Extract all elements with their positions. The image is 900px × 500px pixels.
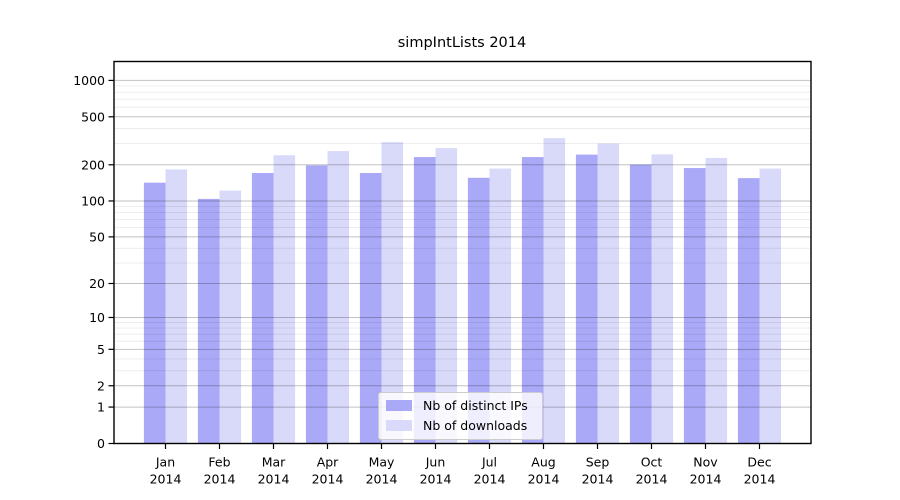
- bar-downloads-Jun: [435, 148, 458, 444]
- x-tick-label-year: 2014: [636, 472, 668, 487]
- bar-distinct-ips-Aug: [521, 157, 544, 444]
- x-tick-label-month: Apr: [317, 455, 339, 470]
- x-tick-label-year: 2014: [690, 472, 722, 487]
- bar-distinct-ips-Oct: [629, 164, 652, 444]
- legend: Nb of distinct IPs Nb of downloads: [378, 392, 543, 440]
- bar-distinct-ips-Dec: [737, 178, 760, 444]
- bar-distinct-ips-May: [359, 172, 382, 444]
- x-tick-label-month: Sep: [586, 455, 610, 470]
- bar-distinct-ips-Apr: [305, 165, 328, 444]
- x-tick-label-year: 2014: [474, 472, 506, 487]
- y-tick-label: 20: [89, 276, 105, 291]
- bar-distinct-ips-Sep: [575, 154, 598, 444]
- plot-box: [113, 60, 812, 445]
- bar-distinct-ips-Jul: [467, 177, 490, 444]
- x-tick-label-month: Nov: [693, 455, 718, 470]
- x-tick-label-month: Aug: [531, 455, 555, 470]
- x-tick-label-month: Feb: [208, 455, 230, 470]
- x-tick-label-month: Mar: [262, 455, 286, 470]
- y-tick-label: 100: [81, 193, 105, 208]
- x-tick-label-year: 2014: [528, 472, 560, 487]
- bar-distinct-ips-Nov: [683, 168, 706, 444]
- legend-swatch-distinct-ips: [386, 400, 412, 411]
- bar-distinct-ips-Mar: [251, 172, 274, 444]
- x-tick-label-month: Jun: [425, 455, 446, 470]
- bar-downloads-Sep: [597, 143, 620, 444]
- bar-downloads-Oct: [651, 154, 674, 444]
- y-tick-label: 5: [97, 342, 105, 357]
- y-tick-label: 1: [97, 400, 105, 415]
- bar-downloads-Nov: [705, 157, 728, 444]
- x-tick-label-year: 2014: [582, 472, 614, 487]
- x-tick-label-month: Dec: [747, 455, 771, 470]
- bar-downloads-May: [381, 142, 404, 444]
- bar-downloads-Jul: [489, 168, 512, 444]
- x-tick-label-year: 2014: [258, 472, 290, 487]
- bar-downloads-Jan: [165, 169, 188, 444]
- y-tick-label: 500: [81, 109, 105, 124]
- x-tick-label-year: 2014: [150, 472, 182, 487]
- x-tick-label-month: May: [369, 455, 395, 470]
- legend-item-distinct-ips: Nb of distinct IPs: [386, 398, 528, 413]
- y-tick-label: 1000: [73, 73, 105, 88]
- legend-label-distinct-ips: Nb of distinct IPs: [423, 398, 528, 413]
- chart-title: simpIntLists 2014: [397, 35, 527, 51]
- x-tick-label-month: Oct: [641, 455, 663, 470]
- bar-distinct-ips-Jun: [413, 157, 436, 444]
- bar-downloads-Apr: [327, 151, 350, 444]
- legend-label-downloads: Nb of downloads: [423, 418, 528, 433]
- x-tick-label-year: 2014: [312, 472, 344, 487]
- y-tick-label: 2: [97, 378, 105, 393]
- bar-distinct-ips-Jan: [143, 182, 166, 444]
- bar-downloads-Mar: [273, 155, 296, 444]
- y-tick-label: 10: [89, 310, 105, 325]
- x-tick-label-month: Jan: [155, 455, 175, 470]
- bar-downloads-Aug: [543, 138, 566, 444]
- legend-swatch-downloads: [386, 420, 412, 431]
- x-tick-label-year: 2014: [744, 472, 776, 487]
- legend-item-downloads: Nb of downloads: [386, 418, 528, 433]
- y-tick-label: 50: [89, 229, 105, 244]
- y-tick-label: 200: [81, 157, 105, 172]
- y-tick-label: 0: [97, 436, 105, 451]
- x-tick-label-month: Jul: [481, 455, 497, 470]
- bar-distinct-ips-Feb: [197, 198, 220, 444]
- bar-downloads-Dec: [759, 168, 782, 444]
- bar-downloads-Feb: [219, 190, 242, 444]
- x-tick-label-year: 2014: [366, 472, 398, 487]
- x-tick-label-year: 2014: [204, 472, 236, 487]
- x-tick-label-year: 2014: [420, 472, 452, 487]
